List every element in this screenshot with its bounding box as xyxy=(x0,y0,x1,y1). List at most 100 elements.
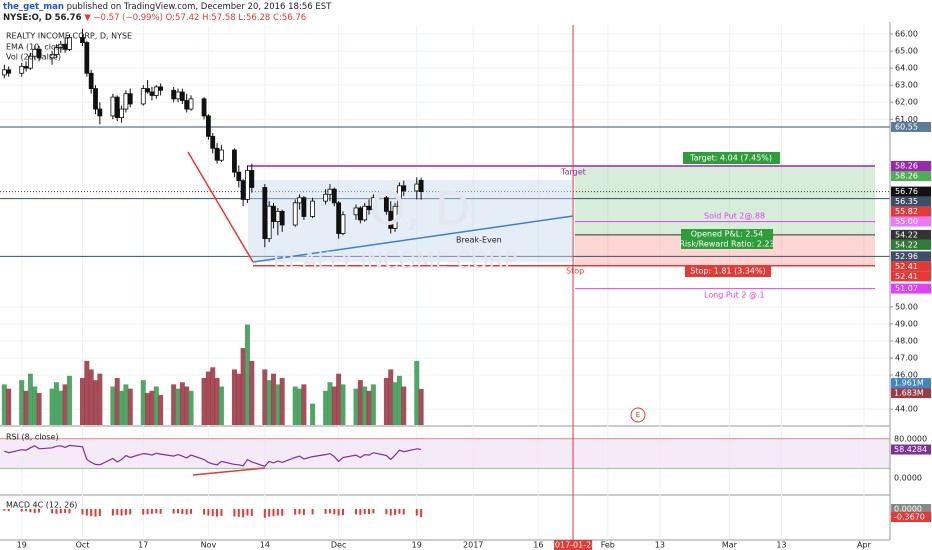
y-tick-label: 44.00 xyxy=(895,405,918,414)
stop-label: Stop: 1.81 (3.34%) xyxy=(690,267,765,276)
candle-body xyxy=(262,187,268,240)
volume-bar xyxy=(175,388,181,425)
candle-body xyxy=(331,188,337,204)
price-badge xyxy=(891,283,931,294)
price-badge-label: 58.26 xyxy=(895,172,918,181)
macd-bar xyxy=(68,508,71,514)
macd-bar xyxy=(20,508,23,512)
volume-bar xyxy=(244,324,250,425)
macd-bar xyxy=(389,508,392,516)
opened-pnl: Opened P&L: 2.54 xyxy=(691,230,763,239)
volume-bar xyxy=(27,373,33,425)
header-line: the_get_man published on TradingView.com… xyxy=(3,2,332,12)
candle-body xyxy=(392,205,398,229)
price-badge xyxy=(891,239,931,250)
macd-bar xyxy=(211,508,214,517)
volume-bar xyxy=(53,382,59,425)
macd-bar xyxy=(120,508,123,516)
volume-bar xyxy=(353,388,359,425)
price-badge-label: 51.07 xyxy=(895,284,918,293)
volume-bar xyxy=(84,360,90,425)
volume-bar xyxy=(153,386,159,425)
macd-bar xyxy=(420,508,423,517)
macd-bar xyxy=(333,508,336,515)
macd-bar xyxy=(85,508,88,516)
macd-bar xyxy=(90,508,93,517)
volume-bar xyxy=(97,373,103,425)
macd-bar xyxy=(276,508,279,516)
pattern-box xyxy=(248,180,573,262)
macd-bar xyxy=(94,508,97,517)
volume-bar xyxy=(327,382,333,425)
indicator-badge xyxy=(891,473,931,484)
price-badge-label: 54.22 xyxy=(895,230,918,239)
candle-body xyxy=(153,86,159,96)
y-tick-label: 50.00 xyxy=(895,302,918,311)
x-tick-label: Mar xyxy=(722,541,738,550)
price-badge-label: 52.41 xyxy=(895,262,918,271)
macd-bar xyxy=(181,508,184,515)
volume-bar xyxy=(279,377,285,425)
macd-bar xyxy=(150,508,153,514)
volume-bar xyxy=(292,386,298,425)
volume-bar xyxy=(201,377,207,425)
price-badge xyxy=(891,216,931,227)
published: published on TradingView.com, December 2… xyxy=(67,2,332,12)
price-badge-label: 60.55 xyxy=(895,122,918,131)
candle-body xyxy=(114,96,120,118)
macd-bar xyxy=(415,508,418,516)
macd-bar xyxy=(203,508,206,515)
candle-body xyxy=(310,200,315,217)
candle-body xyxy=(357,207,363,221)
volume-bar xyxy=(23,390,29,425)
break-even-text: Break-Even xyxy=(456,236,502,245)
volume-bar xyxy=(6,388,12,425)
macd-bar xyxy=(59,508,62,514)
y-tick-label: 64.00 xyxy=(895,64,918,73)
candle-body xyxy=(54,47,59,55)
indicator-label: EMA (10, close) xyxy=(6,43,68,52)
indicator-badge xyxy=(891,503,931,514)
candle-body xyxy=(249,170,255,188)
candle-body xyxy=(27,55,33,69)
candle-body xyxy=(340,214,346,234)
macd-bar xyxy=(302,508,305,515)
price-badge xyxy=(891,261,931,272)
x-tick-label: Apr xyxy=(857,541,872,550)
volume-bar xyxy=(366,390,372,425)
candle-body xyxy=(140,88,146,105)
candle-body xyxy=(110,96,116,117)
x-tick-label: 19 xyxy=(17,541,27,550)
volume-bar xyxy=(36,392,42,425)
macd-bar xyxy=(298,508,301,515)
volume-bar xyxy=(79,377,85,425)
volume-bar xyxy=(396,375,402,425)
price-badge xyxy=(891,229,931,240)
indicator-badge xyxy=(891,511,931,522)
x-tick-label: Dec xyxy=(331,541,346,550)
macd-bar xyxy=(190,508,193,514)
volume-badge xyxy=(891,388,931,399)
volume-bar xyxy=(66,375,72,425)
candle-body xyxy=(84,42,90,74)
macd-bar xyxy=(81,508,84,515)
candle-body xyxy=(19,66,25,74)
rsi-title: RSI (8, close) xyxy=(6,433,59,442)
macd-bar xyxy=(185,508,188,515)
macd-bar xyxy=(159,508,162,514)
indicator-badge-label: 58.4284 xyxy=(894,445,927,454)
price-badge-label: 52.96 xyxy=(895,252,918,261)
price-badge-label: 56.35 xyxy=(895,197,918,206)
macd-bar xyxy=(220,508,223,516)
volume-bar xyxy=(184,386,190,425)
volume-bar xyxy=(236,373,242,425)
pane-title: REALTY INCOME CORP, D, NYSE xyxy=(6,32,132,41)
macd-bar xyxy=(355,508,357,515)
price-badge xyxy=(891,161,931,172)
candle-body xyxy=(1,69,7,76)
volume-bar xyxy=(370,384,376,425)
macd-bar xyxy=(124,508,127,515)
volume-bar xyxy=(249,360,255,425)
trend-line xyxy=(187,151,254,263)
